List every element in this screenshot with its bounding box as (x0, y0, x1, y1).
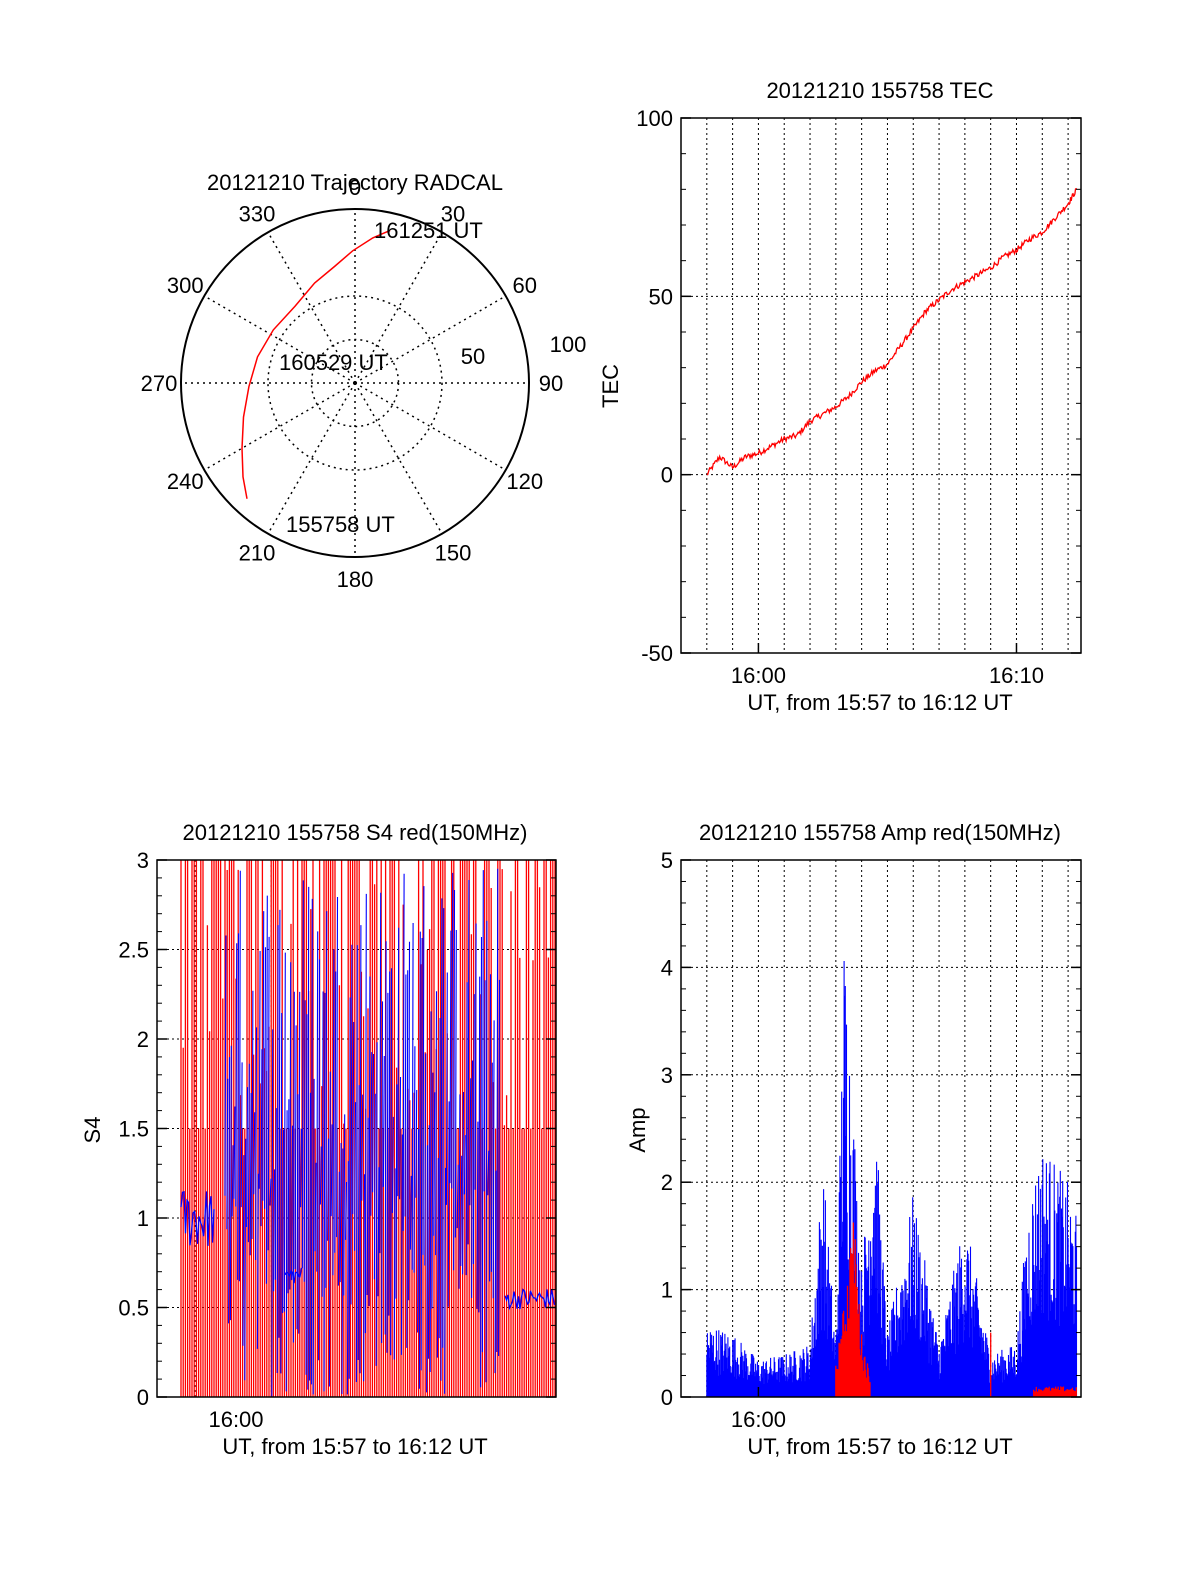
azimuth-label: 30 (441, 201, 465, 226)
x-tick-label: 16:00 (731, 1407, 786, 1432)
s4-blue-series-end (504, 1288, 556, 1311)
radius-label: 50 (461, 344, 485, 369)
polar-grid-spoke (354, 382, 443, 535)
x-tick-label: 16:10 (989, 663, 1044, 688)
y-tick-label: 2.5 (118, 938, 149, 963)
y-tick-label: 50 (649, 284, 673, 309)
tec-x-axis-label: UT, from 15:57 to 16:12 UT (747, 690, 1012, 715)
tec-chart-title: 20121210 155758 TEC (766, 78, 993, 103)
y-tick-label: -50 (641, 641, 673, 666)
tec-series-line (706, 187, 1078, 476)
amp-chart-title: 20121210 155758 Amp red(150MHz) (699, 820, 1061, 845)
polar-outer-circle (180, 208, 530, 558)
azimuth-label: 210 (239, 541, 276, 566)
s4-x-axis-label: UT, from 15:57 to 16:12 UT (222, 1434, 487, 1459)
s4-chart: 0 0.5 1 1.5 2 2.5 3 16:00 20121210 155758 S4 red… (80, 820, 557, 1459)
trajectory-line (241, 229, 391, 499)
azimuth-label: 180 (337, 567, 374, 592)
polar-grid-spoke (354, 295, 507, 384)
s4-y-axis-label: S4 (80, 1117, 105, 1144)
tec-y-axis-label: TEC (598, 364, 623, 408)
azimuth-label: 0 (349, 175, 361, 200)
s4-chart-title: 20121210 155758 S4 red(150MHz) (183, 820, 528, 845)
y-tick-label: 3 (661, 1063, 673, 1088)
x-tick-label: 16:00 (731, 663, 786, 688)
trajectory-chart-title: 20121210 Trajectory RADCAL (207, 170, 503, 195)
amp-x-axis-label: UT, from 15:57 to 16:12 UT (747, 1434, 1012, 1459)
azimuth-label: 270 (141, 371, 178, 396)
s4-blue-series (180, 1191, 215, 1246)
y-tick-label: 100 (636, 106, 673, 131)
amp-blue-series (706, 961, 1078, 1397)
azimuth-label: 120 (506, 469, 543, 494)
amp-y-axis-label: Amp (625, 1107, 650, 1152)
tec-chart: -50 0 50 100 16:00 16:10 20121210 155758 TEC UT… (598, 78, 1082, 715)
y-tick-label: 4 (661, 955, 673, 980)
azimuth-label: 300 (167, 273, 204, 298)
y-tick-label: 0 (137, 1385, 149, 1410)
azimuth-label: 150 (435, 541, 472, 566)
azimuth-label: 90 (539, 371, 563, 396)
y-tick-label: 2 (661, 1170, 673, 1195)
trajectory-time-annotation: 161251 UT (374, 218, 483, 243)
polar-grid-circle (267, 295, 443, 471)
polar-grid-spoke (354, 382, 507, 471)
y-tick-label: 0.5 (118, 1296, 149, 1321)
azimuth-label: 240 (167, 469, 204, 494)
s4-blue-series-dense (224, 868, 501, 1397)
radius-label: 100 (550, 332, 587, 357)
s4-blue-series-plateau (284, 1267, 303, 1284)
polar-grid-spoke (203, 295, 356, 384)
y-tick-label: 0 (661, 1385, 673, 1410)
polar-grid-spoke (267, 382, 356, 535)
polar-grid-spoke (267, 231, 356, 384)
trajectory-time-annotation: 160529 UT (279, 350, 388, 375)
y-tick-label: 2 (137, 1027, 149, 1052)
y-tick-label: 1 (661, 1278, 673, 1303)
x-tick-label: 16:00 (208, 1407, 263, 1432)
y-tick-label: 0 (661, 463, 673, 488)
amp-chart: 0 1 2 3 4 5 16:00 20121210 155758 Amp red(150MH… (625, 820, 1082, 1459)
y-tick-label: 1 (137, 1206, 149, 1231)
azimuth-label: 330 (239, 201, 276, 226)
polar-grid-spoke (203, 382, 356, 471)
trajectory-time-annotation: 155758 UT (286, 512, 395, 537)
y-tick-label: 1.5 (118, 1117, 149, 1142)
plot-frame (680, 117, 1082, 654)
y-tick-label: 3 (137, 848, 149, 873)
plot-frame (680, 859, 1082, 1398)
y-tick-label: 5 (661, 848, 673, 873)
polar-grid-spoke (354, 231, 443, 384)
amp-red-series (835, 1222, 1077, 1397)
azimuth-label: 60 (512, 273, 536, 298)
